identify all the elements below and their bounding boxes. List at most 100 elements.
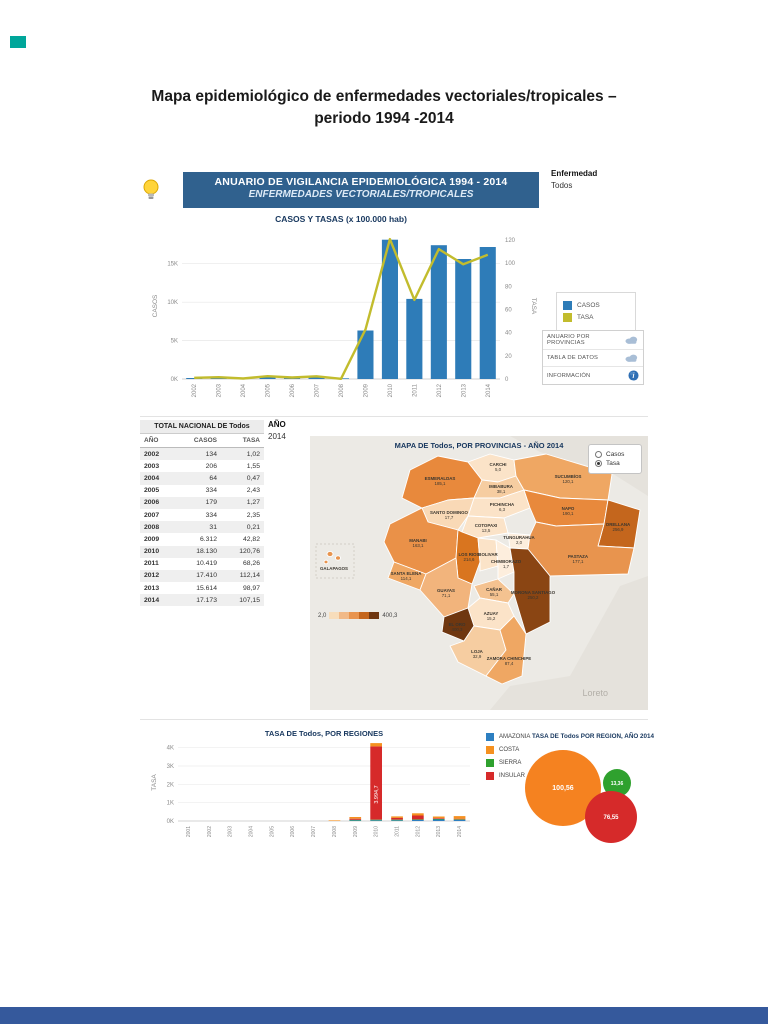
svg-text:2010: 2010 xyxy=(374,826,380,837)
svg-text:13,5: 13,5 xyxy=(482,528,491,533)
radio-casos-label: Casos xyxy=(606,451,625,458)
table-row: 2006 179 1,27 xyxy=(140,496,264,509)
cell-tasa: 98,97 xyxy=(242,584,260,592)
svg-text:2006: 2006 xyxy=(290,383,296,397)
svg-text:CARCHI: CARCHI xyxy=(489,462,506,467)
cell-casos: 17.173 xyxy=(196,596,217,604)
cell-year: 2006 xyxy=(144,499,160,507)
svg-text:76,55: 76,55 xyxy=(603,815,619,821)
table-row: 2005 334 2,43 xyxy=(140,485,264,497)
tasa-regiones-chart: 0K 1K 2K 3K 4K 2001 2002 2003 2004 2005 2006 2007 20… xyxy=(151,729,470,837)
cell-tasa: 1,55 xyxy=(246,462,260,470)
disease-filter-value[interactable]: Todos xyxy=(551,181,573,190)
svg-text:PASTAZA: PASTAZA xyxy=(568,554,589,559)
neighbor-country-shape xyxy=(490,576,648,710)
svg-text:2005: 2005 xyxy=(266,383,272,397)
legend-item-casos: CASOS xyxy=(563,301,629,310)
svg-text:2003: 2003 xyxy=(217,383,223,397)
galapagos-inset-box xyxy=(315,543,355,579)
table-row: 2009 6.312 42,82 xyxy=(140,533,264,545)
svg-text:60: 60 xyxy=(505,308,512,314)
svg-text:100,56: 100,56 xyxy=(552,785,574,792)
svg-text:SANTA ELENA: SANTA ELENA xyxy=(391,571,423,576)
cloud-download-icon xyxy=(625,354,638,362)
cell-year: 2009 xyxy=(144,535,160,543)
svg-text:GALAPAGOS: GALAPAGOS xyxy=(320,566,348,571)
scale-swatch xyxy=(369,612,380,619)
informacion-button[interactable]: INFORMACIÓN i xyxy=(543,367,643,384)
svg-text:2012: 2012 xyxy=(415,826,421,837)
svg-text:BOLIVAR: BOLIVAR xyxy=(478,552,498,557)
svg-text:1K: 1K xyxy=(167,801,174,807)
region-legend-item-costa: COSTA xyxy=(486,746,530,754)
radio-tasa-label: Tasa xyxy=(606,460,620,467)
year-filter-value[interactable]: 2014 xyxy=(268,432,286,441)
svg-text:AZUAY: AZUAY xyxy=(484,611,499,616)
svg-text:4K: 4K xyxy=(167,746,174,752)
radio-tasa[interactable]: Tasa xyxy=(595,460,635,467)
disease-filter[interactable]: Enfermedad Todos xyxy=(551,169,597,190)
cell-casos: 64 xyxy=(209,474,217,482)
section-divider xyxy=(140,416,648,417)
legend-label: AMAZONIA xyxy=(499,734,531,740)
svg-text:2009: 2009 xyxy=(353,826,359,837)
cell-casos: 206 xyxy=(205,462,217,470)
casos-swatch xyxy=(563,301,572,310)
cell-year: 2014 xyxy=(144,596,160,604)
region-bubble-chart: 100,56 13,36 76,55 xyxy=(525,750,637,843)
svg-text:TASA: TASA xyxy=(530,298,537,315)
map-title: MAPA DE Todos, POR PROVINCIAS - AÑO 2014 xyxy=(394,441,564,450)
svg-text:2007: 2007 xyxy=(311,826,317,837)
svg-text:185,1: 185,1 xyxy=(435,481,447,486)
viewer-bottom-bar xyxy=(0,1007,768,1024)
table-row: 2007 334 2,35 xyxy=(140,509,264,521)
year-filter[interactable]: AÑO 2014 xyxy=(268,420,286,441)
svg-text:EL ORO: EL ORO xyxy=(449,622,466,627)
province-canar xyxy=(473,578,515,604)
svg-text:114,1: 114,1 xyxy=(401,576,412,581)
table-row: 2008 31 0,21 xyxy=(140,521,264,534)
svg-text:2004: 2004 xyxy=(249,826,255,837)
radio-casos-circle xyxy=(595,451,602,458)
svg-text:2013: 2013 xyxy=(436,826,442,837)
cell-year: 2002 xyxy=(144,450,160,458)
disease-filter-label: Enfermedad xyxy=(551,169,598,178)
year-filter-label: AÑO xyxy=(268,420,286,429)
svg-text:100: 100 xyxy=(505,261,516,267)
chart-legend: CASOS TASA xyxy=(556,292,636,331)
svg-text:LOS RIOS: LOS RIOS xyxy=(459,552,480,557)
svg-text:2011: 2011 xyxy=(395,826,401,837)
cell-casos: 334 xyxy=(205,487,217,495)
col-tasa: TASA xyxy=(220,434,264,448)
cell-year: 2008 xyxy=(144,523,160,531)
color-scale: 2,0 400,3 xyxy=(318,612,397,619)
svg-text:13,36: 13,36 xyxy=(611,781,624,787)
svg-text:2014: 2014 xyxy=(457,826,463,837)
svg-text:5K: 5K xyxy=(171,339,178,345)
table-row: 2013 15.614 98,97 xyxy=(140,582,264,594)
province-chimborazo xyxy=(495,539,515,580)
region-legend-item-sierra: SIERRA xyxy=(486,759,530,767)
bubble-chart-title: TASA DE Todos POR REGION, AÑO 2014 xyxy=(531,733,655,740)
region-legend: AMAZONIA COSTA SIERRA INSULAR xyxy=(486,733,530,785)
tabla-datos-button[interactable]: TABLA DE DATOS xyxy=(543,350,643,367)
cell-casos: 31 xyxy=(209,523,217,531)
scale-swatch xyxy=(359,612,370,619)
cell-year: 2004 xyxy=(144,474,160,482)
province-morona-santiago xyxy=(509,547,551,635)
table-row: 2011 10.419 68,26 xyxy=(140,558,264,570)
cell-year: 2011 xyxy=(144,560,159,568)
svg-text:87,4: 87,4 xyxy=(505,661,514,666)
banner-title: ANUARIO DE VIGILANCIA EPIDEMIOLÓGICA 199… xyxy=(214,176,508,188)
cell-tasa: 112,14 xyxy=(239,572,260,580)
anuario-provincias-button[interactable]: ANUARIO POR PROVINCIAS xyxy=(543,331,643,350)
province-galapagos xyxy=(323,550,341,565)
svg-text:2009: 2009 xyxy=(364,383,370,397)
svg-text:2010: 2010 xyxy=(388,383,394,397)
national-table-title: TOTAL NACIONAL DE Todos xyxy=(140,420,264,434)
svg-text:2006: 2006 xyxy=(290,826,296,837)
radio-casos[interactable]: Casos xyxy=(595,451,635,458)
cell-year: 2010 xyxy=(144,548,160,556)
svg-text:71,1: 71,1 xyxy=(442,593,451,598)
